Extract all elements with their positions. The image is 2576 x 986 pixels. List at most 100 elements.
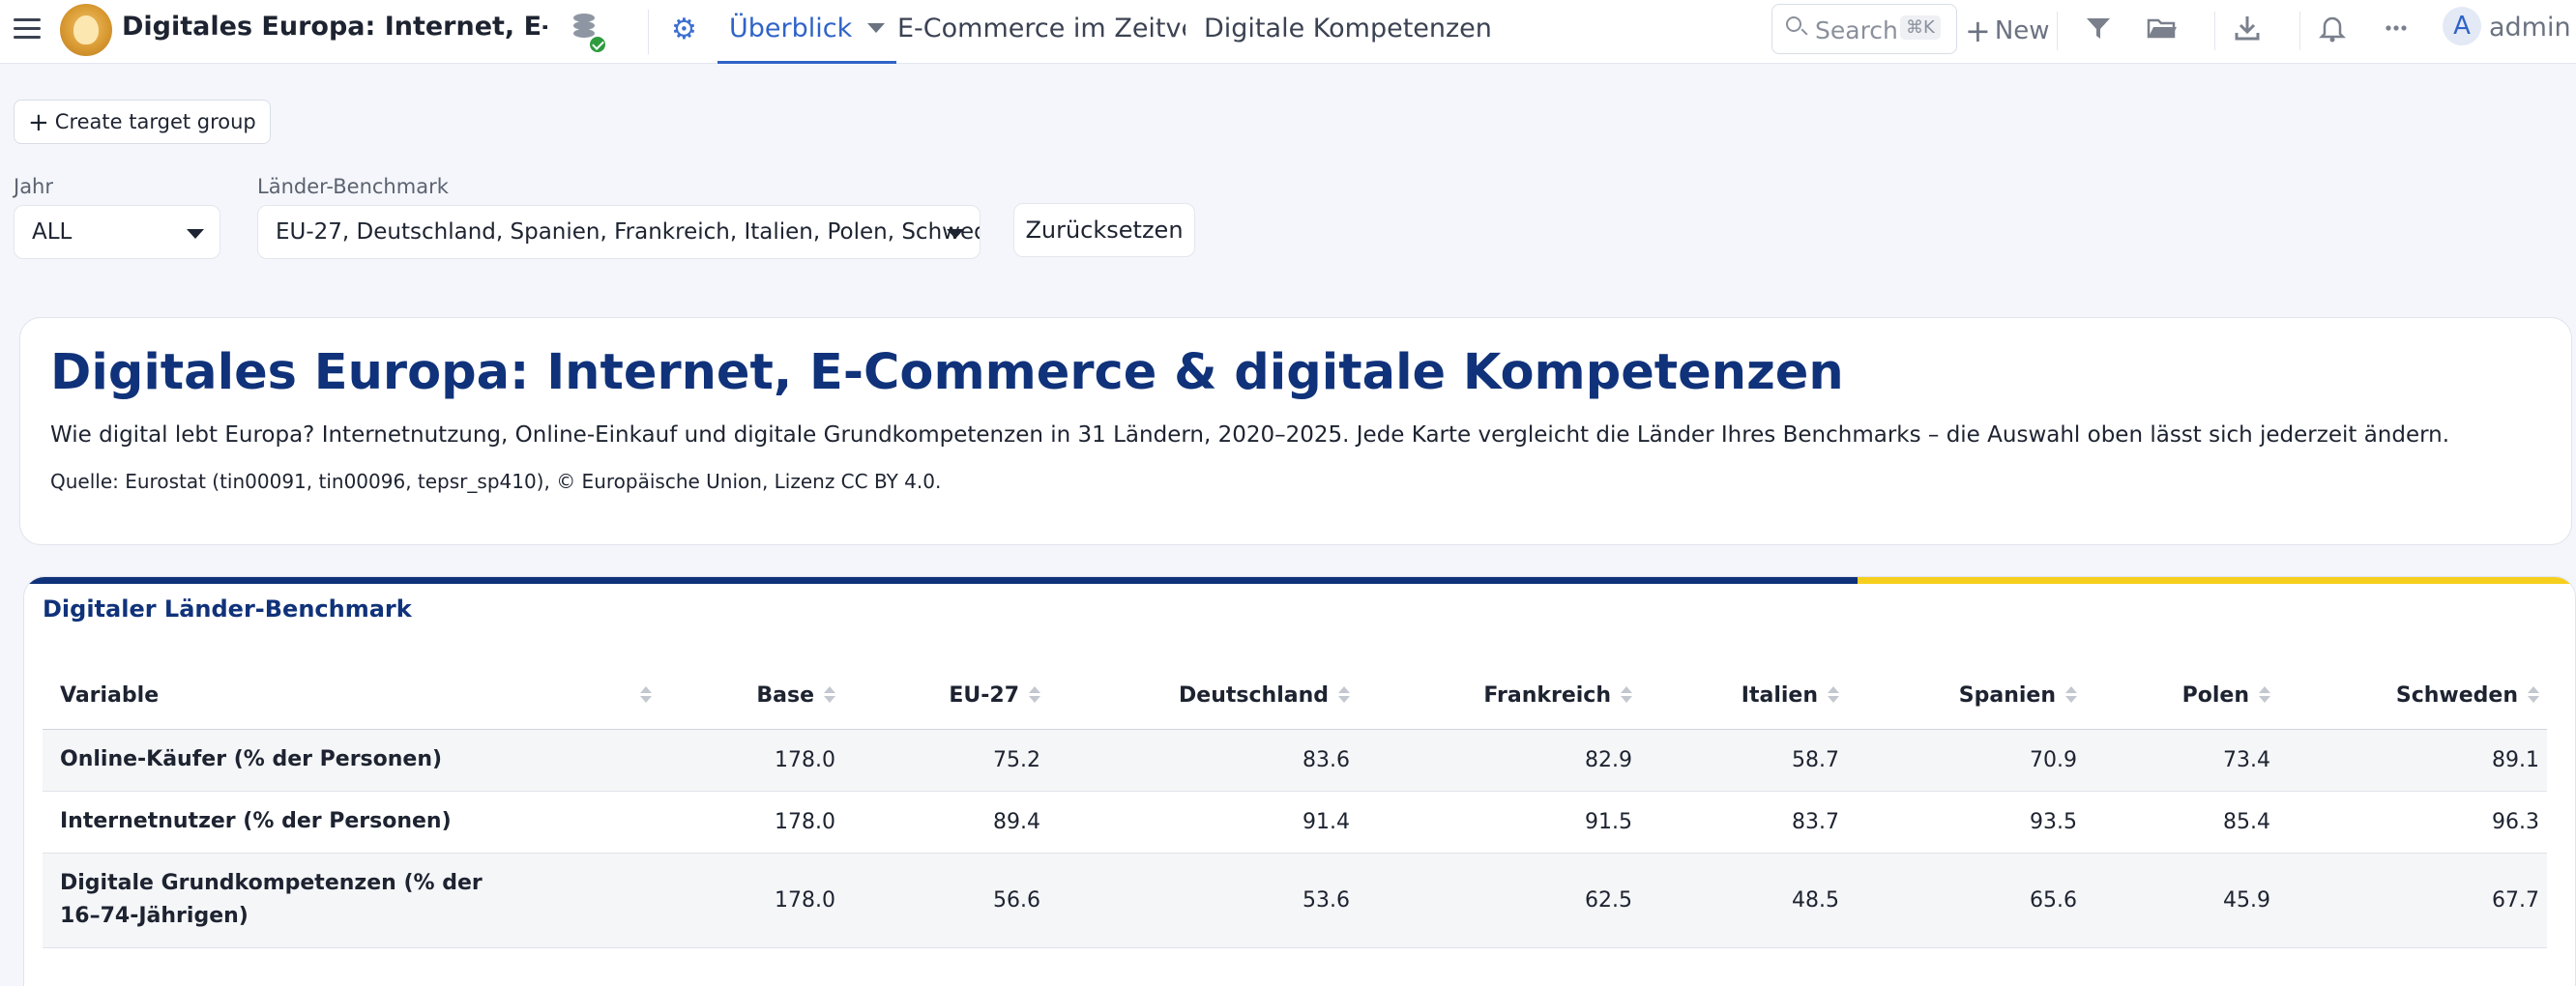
column-header-polen[interactable]: Polen	[2083, 663, 2276, 730]
new-label: New	[1994, 16, 2050, 45]
sort-icon[interactable]	[1338, 686, 1350, 704]
column-label: Italien	[1741, 683, 1818, 709]
top-bar: Digitales Europa: Internet, E-Com... ⚙ Ü…	[0, 0, 2576, 64]
chevron-down-icon[interactable]	[867, 23, 886, 33]
chevron-down-icon	[187, 229, 204, 239]
cell-italien: 58.7	[1638, 729, 1845, 792]
tab-e-commerce[interactable]: E-Commerce im Zeitverla	[897, 14, 1186, 44]
tab-label: Überblick	[729, 14, 853, 44]
app-logo[interactable]	[60, 4, 112, 56]
table-row: Internetnutzer (% der Personen) 178.0 89…	[43, 791, 2547, 854]
bell-icon[interactable]	[2315, 14, 2350, 48]
year-value: ALL	[32, 219, 73, 245]
gear-icon[interactable]: ⚙	[671, 13, 697, 46]
cell-base: 178.0	[661, 729, 841, 792]
cell-polen: 85.4	[2083, 791, 2276, 854]
page-title: Digitales Europa: Internet, E-Commerce &…	[50, 344, 1844, 401]
menu-icon[interactable]	[14, 18, 41, 44]
cell-italien: 83.7	[1638, 791, 1845, 854]
source-note: Quelle: Eurostat (tin00091, tin00096, te…	[50, 470, 942, 493]
column-label: Spanien	[1958, 683, 2056, 709]
chevron-down-icon	[947, 229, 964, 239]
search-input[interactable]: Search ⌘K	[1771, 4, 1957, 54]
column-header-spanien[interactable]: Spanien	[1845, 663, 2083, 730]
accent-bar-blue	[24, 577, 1858, 584]
row-variable: Digitale Grundkompetenzen (% der 16–74-J…	[43, 853, 661, 948]
column-header-schweden[interactable]: Schweden	[2276, 663, 2547, 730]
row-variable: Online-Käufer (% der Personen)	[43, 729, 661, 792]
avatar[interactable]: A	[2443, 7, 2481, 45]
table-header-row: Variable Base EU-27 Deutschland Frankrei…	[43, 663, 2547, 730]
column-label: Variable	[60, 683, 160, 709]
cell-base: 178.0	[661, 791, 841, 854]
more-icon[interactable]	[2379, 14, 2414, 48]
header-card	[19, 317, 2572, 545]
column-header-deutschland[interactable]: Deutschland	[1046, 663, 1356, 730]
cell-polen: 73.4	[2083, 729, 2276, 792]
folder-icon[interactable]	[2145, 14, 2180, 48]
sort-icon[interactable]	[824, 686, 835, 704]
benchmark-table: Variable Base EU-27 Deutschland Frankrei…	[43, 663, 2547, 948]
tab-digitale-kompetenzen[interactable]: Digitale Kompetenzen	[1204, 14, 1492, 44]
connected-check-icon	[588, 35, 607, 54]
plus-icon: +	[28, 108, 49, 137]
create-target-group-label: Create target group	[54, 110, 256, 133]
cell-italien: 48.5	[1638, 853, 1845, 948]
divider	[648, 10, 649, 54]
filter-icon[interactable]	[2081, 14, 2116, 48]
create-target-group-button[interactable]: + Create target group	[14, 100, 271, 144]
cell-schweden: 67.7	[2276, 853, 2547, 948]
column-label: Base	[756, 683, 814, 709]
reset-button[interactable]: Zurücksetzen	[1013, 203, 1195, 257]
sort-icon[interactable]	[640, 686, 652, 704]
user-name[interactable]: admin	[2489, 13, 2571, 43]
accent-bar-yellow	[1858, 577, 2575, 584]
download-icon[interactable]	[2230, 14, 2265, 48]
column-header-variable[interactable]: Variable	[43, 663, 661, 730]
page-description: Wie digital lebt Europa? Internetnutzung…	[50, 422, 2450, 448]
plus-icon: +	[1965, 13, 1991, 49]
divider	[2214, 12, 2215, 50]
column-label: Schweden	[2395, 683, 2518, 709]
cell-spanien: 65.6	[1845, 853, 2083, 948]
cell-frankreich: 62.5	[1356, 853, 1638, 948]
cell-frankreich: 82.9	[1356, 729, 1638, 792]
column-header-base[interactable]: Base	[661, 663, 841, 730]
cell-spanien: 93.5	[1845, 791, 2083, 854]
benchmark-value: EU-27, Deutschland, Spanien, Frankreich,…	[276, 219, 981, 245]
column-header-italien[interactable]: Italien	[1638, 663, 1845, 730]
column-label: Frankreich	[1483, 683, 1611, 709]
column-label: Polen	[2181, 683, 2249, 709]
table-row: Digitale Grundkompetenzen (% der 16–74-J…	[43, 853, 2547, 948]
app-title[interactable]: Digitales Europa: Internet, E-Com...	[122, 12, 547, 42]
row-variable-line: 16–74-Jährigen)	[60, 904, 249, 928]
cell-schweden: 89.1	[2276, 729, 2547, 792]
divider	[2299, 12, 2300, 50]
cell-deutschland: 91.4	[1046, 791, 1356, 854]
table-row: Online-Käufer (% der Personen) 178.0 75.…	[43, 729, 2547, 792]
cell-eu27: 75.2	[841, 729, 1046, 792]
new-button[interactable]: + New	[1965, 13, 2050, 49]
sort-icon[interactable]	[1828, 686, 1839, 704]
cell-frankreich: 91.5	[1356, 791, 1638, 854]
sort-icon[interactable]	[1621, 686, 1632, 704]
database-icon[interactable]	[572, 14, 607, 54]
tab-ueberblick[interactable]: Überblick	[717, 0, 897, 64]
benchmark-select[interactable]: EU-27, Deutschland, Spanien, Frankreich,…	[257, 205, 981, 259]
cell-base: 178.0	[661, 853, 841, 948]
benchmark-label: Länder-Benchmark	[257, 175, 449, 198]
sort-icon[interactable]	[2259, 686, 2270, 704]
column-header-frankreich[interactable]: Frankreich	[1356, 663, 1638, 730]
cell-spanien: 70.9	[1845, 729, 2083, 792]
sort-icon[interactable]	[2065, 686, 2077, 704]
sort-icon[interactable]	[2528, 686, 2539, 704]
year-select[interactable]: ALL	[14, 205, 220, 259]
cell-deutschland: 83.6	[1046, 729, 1356, 792]
cell-eu27: 89.4	[841, 791, 1046, 854]
column-label: EU-27	[949, 683, 1019, 709]
cell-eu27: 56.6	[841, 853, 1046, 948]
sort-icon[interactable]	[1029, 686, 1040, 704]
search-shortcut-badge: ⌘K	[1900, 15, 1941, 40]
year-label: Jahr	[14, 175, 54, 198]
column-header-eu27[interactable]: EU-27	[841, 663, 1046, 730]
